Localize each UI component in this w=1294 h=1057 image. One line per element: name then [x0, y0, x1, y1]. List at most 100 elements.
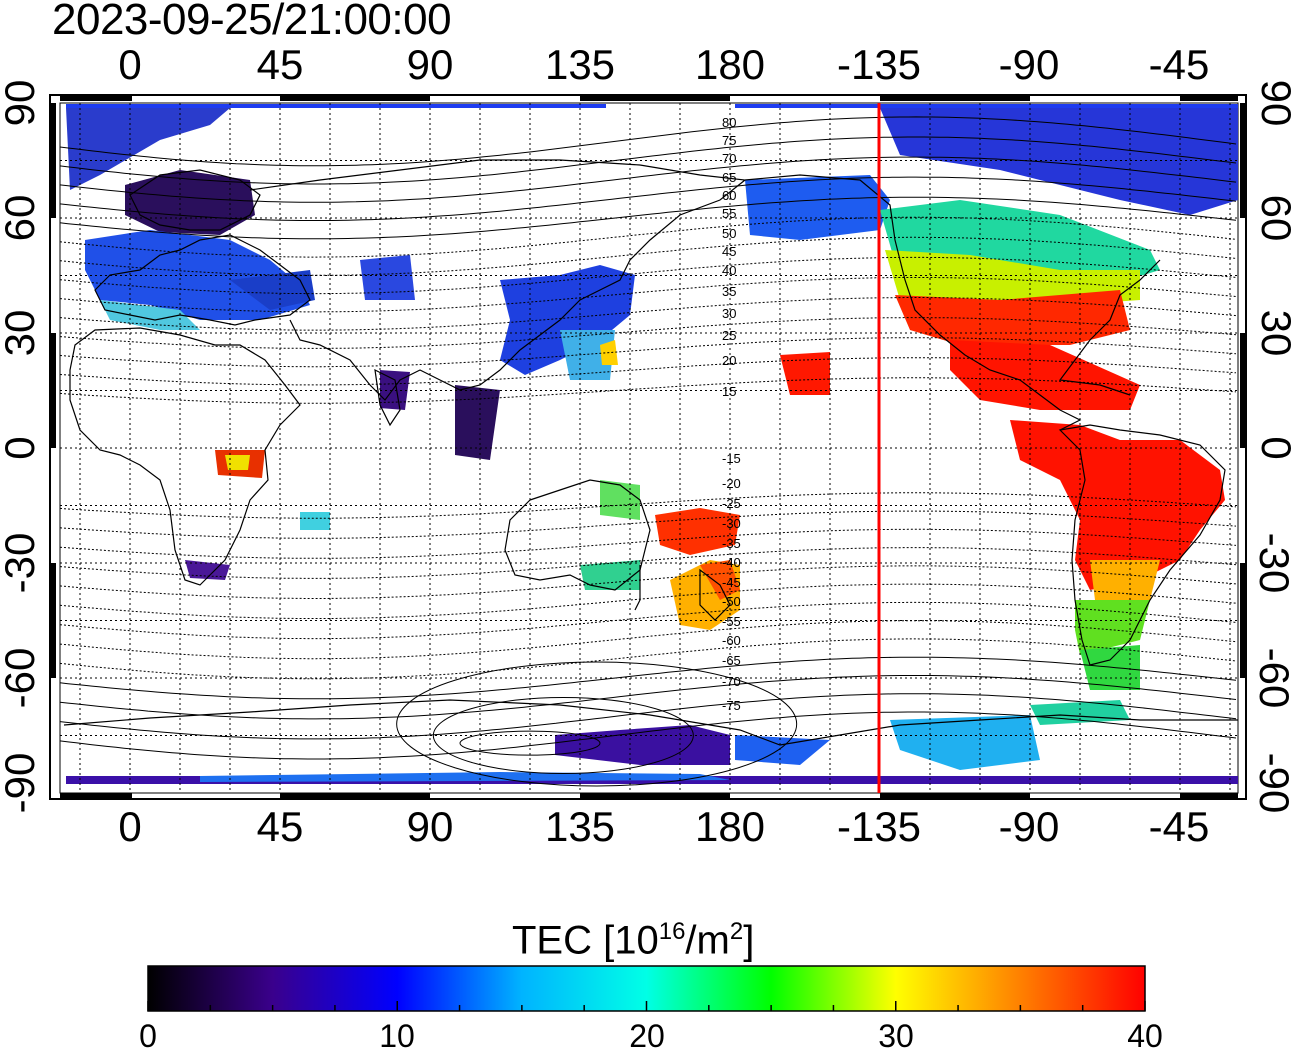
tec-patch-argentina	[1090, 560, 1160, 600]
tec-patch-drake	[1030, 700, 1130, 725]
mlat-label-60: 60	[722, 188, 736, 203]
scandinavia-coast	[129, 169, 261, 231]
lon-tick-top-0: 0	[118, 41, 142, 88]
colorbar-tick-30: 30	[878, 1018, 914, 1054]
tec-patch-east-africa-core	[225, 455, 250, 470]
tec-patch-coral-sea	[655, 508, 740, 555]
lat-tick-left-m90: -90	[0, 752, 43, 814]
tec-patch-antarctica-east	[555, 725, 730, 765]
colorbar-tick-0: 0	[139, 1018, 157, 1054]
lat-tick-left-m60: -60	[0, 647, 43, 709]
mlat-contour	[59, 176, 1237, 221]
lon-tick-top-90: 90	[406, 41, 454, 88]
mlat-contour	[59, 693, 1237, 740]
lat-tick-right-90: 90	[1253, 79, 1294, 127]
colorbar-title-text: TEC [10	[512, 918, 659, 963]
mlat-label-20: 20	[722, 353, 736, 368]
tec-patch-ne-australia	[600, 480, 640, 520]
lon-tick-top-45: 45	[256, 41, 304, 88]
magnetic-latitude-contours	[59, 116, 1237, 787]
mlat-label-35: 35	[722, 284, 736, 299]
mlat-label-70: 70	[722, 151, 736, 166]
colorbar-title-exp: 16	[658, 918, 686, 945]
axis-band-bottom	[60, 793, 1238, 799]
tec-patch-usa	[895, 290, 1130, 345]
lat-tick-right-30: 30	[1253, 309, 1294, 357]
mlat-label--30: -30	[722, 516, 741, 531]
mlat-contour	[59, 565, 1237, 599]
lon-tick-bottom-45: 45	[256, 803, 304, 850]
mlat-contour	[59, 236, 1237, 276]
mlat-label--25: -25	[722, 496, 741, 511]
mlat-label--70: -70	[722, 674, 741, 689]
north-america-west-coast	[744, 174, 1082, 431]
tec-patch-south-america	[1010, 420, 1225, 590]
tec-patch-south-africa	[185, 560, 230, 580]
mlat-label-80: 80	[722, 115, 736, 130]
lat-tick-left-30: 30	[0, 309, 43, 357]
axis-band-top	[60, 95, 1238, 101]
mlat-label--45: -45	[722, 575, 741, 590]
colorbar-title-end: ]	[743, 918, 755, 963]
mlat-label--20: -20	[722, 476, 741, 491]
lat-tick-left-m30: -30	[0, 532, 43, 594]
lon-tick-bottom-90: 90	[406, 803, 454, 850]
mlat-label-50: 50	[722, 226, 736, 241]
tec-gap	[835, 108, 880, 140]
mlat-contour	[59, 547, 1237, 579]
tec-data-layer	[66, 104, 1238, 784]
europe-coast	[94, 234, 311, 326]
mlat-contour	[59, 528, 1237, 559]
tec-patch-central-asia	[360, 255, 415, 300]
mlat-contour	[59, 675, 1237, 720]
lon-tick-bottom-0: 0	[118, 803, 142, 850]
mlat-labels: 80 75 70 65 60 55 50 45 40 35 30 25 20 15 -15 -20 -25 -30…	[722, 115, 741, 713]
tec-patch-ross-sea	[735, 735, 830, 765]
tec-patch-se-asia	[455, 385, 500, 460]
south-america-coast	[1058, 424, 1226, 666]
colorbar-tick-10: 10	[379, 1018, 415, 1054]
tec-patch-arctic-america	[880, 108, 1238, 215]
lat-tick-right-m30: -30	[1251, 532, 1294, 594]
mlat-pole-loop	[432, 697, 694, 774]
mlat-label-15: 15	[722, 384, 736, 399]
tec-patch-north-rim	[66, 104, 606, 108]
mlat-pole-loop	[459, 730, 601, 756]
mlat-label--15: -15	[722, 451, 741, 466]
lon-tick-top-180: 180	[694, 41, 766, 88]
mlat-contour	[59, 256, 1237, 295]
mlat-label--55: -55	[722, 614, 741, 629]
mlat-label-40: 40	[722, 263, 736, 278]
lon-tick-top-m135: -135	[836, 41, 922, 88]
lon-tick-top-m45: -45	[1148, 41, 1210, 88]
lat-tick-right-m60: -60	[1251, 647, 1294, 709]
mlat-contour	[59, 337, 1237, 368]
mlat-label-30: 30	[722, 306, 736, 321]
axis-band-right	[1240, 103, 1246, 678]
lat-tick-right-0: 0	[1253, 418, 1294, 478]
mlat-pole-loop	[396, 661, 798, 787]
tec-patch-east-asia	[500, 265, 635, 375]
lon-tick-bottom-m135: -135	[836, 803, 922, 850]
lon-tick-bottom-m45: -45	[1148, 803, 1210, 850]
tec-patch-hawaii	[780, 352, 830, 395]
north-america-east-coast	[1058, 259, 1161, 396]
mlat-label-45: 45	[722, 244, 736, 259]
india-coast	[374, 368, 401, 427]
tec-patch-bellingshausen	[890, 715, 1040, 770]
mlat-label--75: -75	[722, 698, 741, 713]
mlat-contour	[59, 317, 1237, 349]
antarctica-coast	[63, 699, 1238, 746]
mlat-label--50: -50	[722, 594, 741, 609]
mlat-contour	[59, 620, 1237, 660]
colorbar-tick-40: 40	[1127, 1018, 1163, 1054]
mlat-contour	[59, 357, 1237, 386]
colorbar-tick-20: 20	[629, 1018, 665, 1054]
mlat-contour	[59, 656, 1237, 700]
tec-patch-se-australia	[580, 560, 640, 590]
tec-patch-north-rim-west	[735, 104, 1238, 108]
coastlines	[63, 159, 1238, 746]
mlat-contour	[59, 297, 1237, 331]
mlat-label--65: -65	[722, 653, 741, 668]
